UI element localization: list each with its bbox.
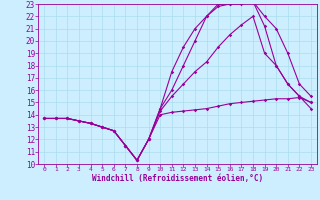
X-axis label: Windchill (Refroidissement éolien,°C): Windchill (Refroidissement éolien,°C) <box>92 174 263 183</box>
